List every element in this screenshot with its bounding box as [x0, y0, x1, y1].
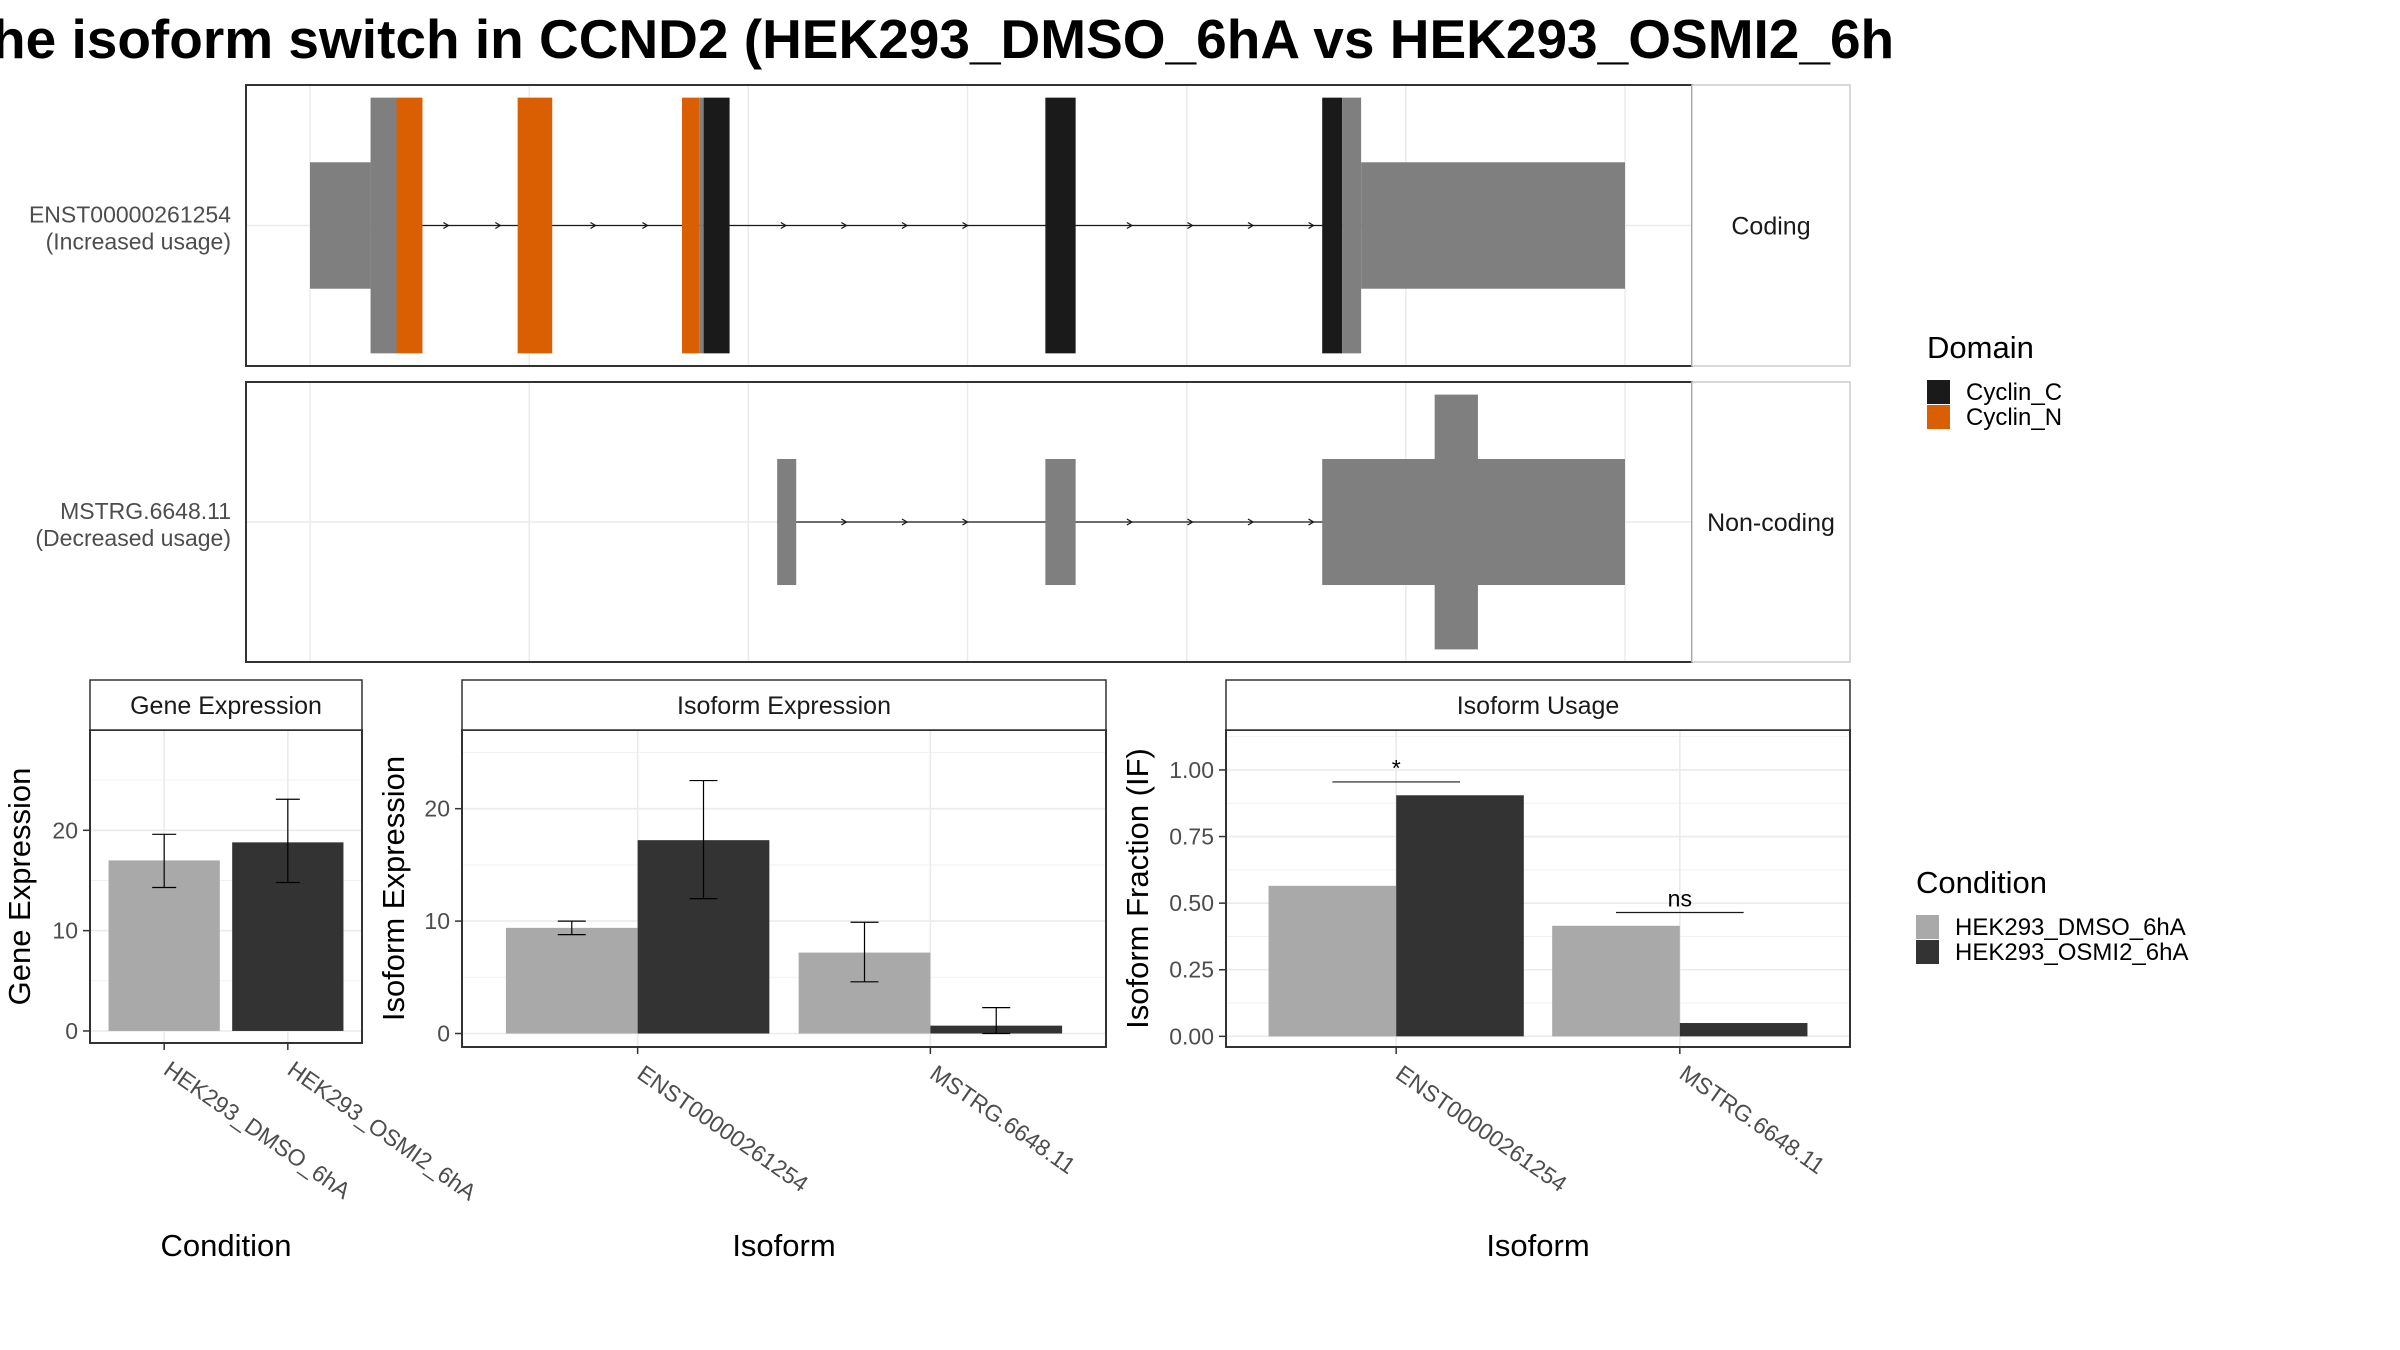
- x-axis-title: Condition: [161, 1228, 292, 1263]
- y-tick-label: 20: [52, 817, 78, 843]
- facet-label: Coding: [1731, 213, 1810, 241]
- y-axis-title: Isoform Fraction (IF): [1120, 748, 1155, 1029]
- intron-arrow: [1126, 221, 1134, 230]
- track-label-usage: (Decreased usage): [35, 525, 231, 551]
- panel-strip-label: Isoform Usage: [1457, 692, 1620, 720]
- y-tick-label: 0: [437, 1021, 450, 1047]
- intron-arrow: [1308, 221, 1315, 230]
- legend-domain-label: Cyclin_C: [1966, 379, 2062, 406]
- intron-arrow: [1247, 221, 1255, 230]
- x-axis-title: Isoform: [732, 1228, 835, 1263]
- legend-domain-title: Domain: [1927, 330, 2034, 365]
- panel-strip: [461, 679, 1107, 731]
- intron-arrow: [494, 221, 502, 230]
- significance-label: *: [1392, 755, 1401, 781]
- panel-strip: [1225, 679, 1851, 731]
- exon-block-utr: [1045, 459, 1076, 585]
- track-label-usage: (Increased usage): [46, 229, 231, 255]
- intron-arrow: [1187, 518, 1194, 526]
- exon-block-utr: [1342, 97, 1362, 354]
- intron-arrow: [901, 518, 909, 526]
- panel-strip-label: Gene Expression: [130, 692, 322, 720]
- y-tick-label: 0.50: [1169, 890, 1214, 916]
- track-label-id: ENST00000261254: [29, 202, 231, 228]
- intron-arrow: [1247, 518, 1255, 526]
- legend-condition-swatch: [1916, 940, 1939, 964]
- y-axis-title: Isoform Expression: [376, 756, 411, 1021]
- y-tick-label: 20: [424, 796, 450, 822]
- exon-block-cyclin_n: [396, 97, 423, 354]
- intron-arrow: [780, 221, 788, 230]
- legend-domain-swatch: [1927, 405, 1950, 429]
- bar-HEK293_OSMI2_6hA: [1396, 795, 1524, 1037]
- y-tick-label: 10: [424, 908, 450, 934]
- intron-arrow: [1126, 518, 1134, 526]
- exon-block-utr: [370, 97, 397, 354]
- y-tick-label: 10: [52, 918, 78, 944]
- exon-block-cyclin_c: [1045, 97, 1076, 354]
- intron-arrow: [841, 221, 848, 230]
- intron-arrow: [1308, 518, 1315, 526]
- exon-block-utr: [1434, 394, 1478, 650]
- intron-arrow: [1187, 221, 1194, 230]
- legend-domain-swatch: [1927, 380, 1950, 404]
- intron-arrow: [962, 221, 969, 230]
- facet-strip: [1691, 84, 1851, 367]
- y-tick-label: 0.00: [1169, 1023, 1214, 1049]
- exon-block-utr: [777, 459, 797, 585]
- y-tick-label: 0: [65, 1018, 78, 1044]
- legend-condition-label: HEK293_OSMI2_6hA: [1955, 939, 2188, 966]
- track-label-id: MSTRG.6648.11: [60, 498, 231, 524]
- exon-block-utr: [699, 97, 704, 354]
- panel-strip-label: Isoform Expression: [677, 692, 891, 720]
- exon-block-cyclin_n: [682, 97, 700, 354]
- intron-arrow: [962, 518, 969, 526]
- bar-HEK293_DMSO_6hA: [505, 927, 638, 1034]
- legend-domain-label: Cyclin_N: [1966, 404, 2062, 431]
- y-axis-title: Gene Expression: [2, 768, 37, 1006]
- exon-block-utr: [310, 162, 371, 289]
- x-axis-title: Isoform: [1486, 1228, 1589, 1263]
- legend-condition-title: Condition: [1916, 865, 2047, 900]
- exon-block-cyclin_c: [1322, 97, 1343, 354]
- y-tick-label: 0.25: [1169, 957, 1214, 983]
- intron-arrow: [901, 221, 909, 230]
- panel-strip: [89, 679, 363, 731]
- exon-block-cyclin_n: [517, 97, 553, 354]
- intron-arrow: [590, 221, 597, 230]
- y-tick-label: 1.00: [1169, 757, 1214, 783]
- legend-condition-swatch: [1916, 915, 1939, 939]
- bar-HEK293_OSMI2_6hA: [1679, 1023, 1808, 1037]
- figure-title: he isoform switch in CCND2 (HEK293_DMSO_…: [0, 8, 1894, 70]
- bar-HEK293_DMSO_6hA: [108, 860, 220, 1031]
- exon-block-utr: [1361, 162, 1625, 289]
- y-tick-label: 0.75: [1169, 824, 1214, 850]
- bar-HEK293_DMSO_6hA: [1268, 885, 1397, 1037]
- significance-label: ns: [1668, 885, 1692, 911]
- bar-HEK293_DMSO_6hA: [1552, 925, 1680, 1037]
- legend-condition-label: HEK293_DMSO_6hA: [1955, 914, 2186, 941]
- intron-arrow: [841, 518, 848, 526]
- exon-block-cyclin_c: [703, 97, 730, 354]
- intron-arrow: [642, 221, 649, 230]
- facet-strip: [1691, 381, 1851, 663]
- intron-arrow: [443, 221, 450, 230]
- facet-label: Non-coding: [1707, 509, 1835, 537]
